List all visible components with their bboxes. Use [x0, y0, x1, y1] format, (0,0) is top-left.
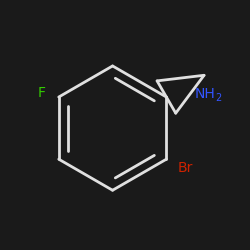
Text: NH: NH — [194, 87, 215, 101]
Text: Br: Br — [178, 161, 193, 175]
Text: F: F — [38, 86, 46, 100]
Text: 2: 2 — [215, 93, 222, 103]
